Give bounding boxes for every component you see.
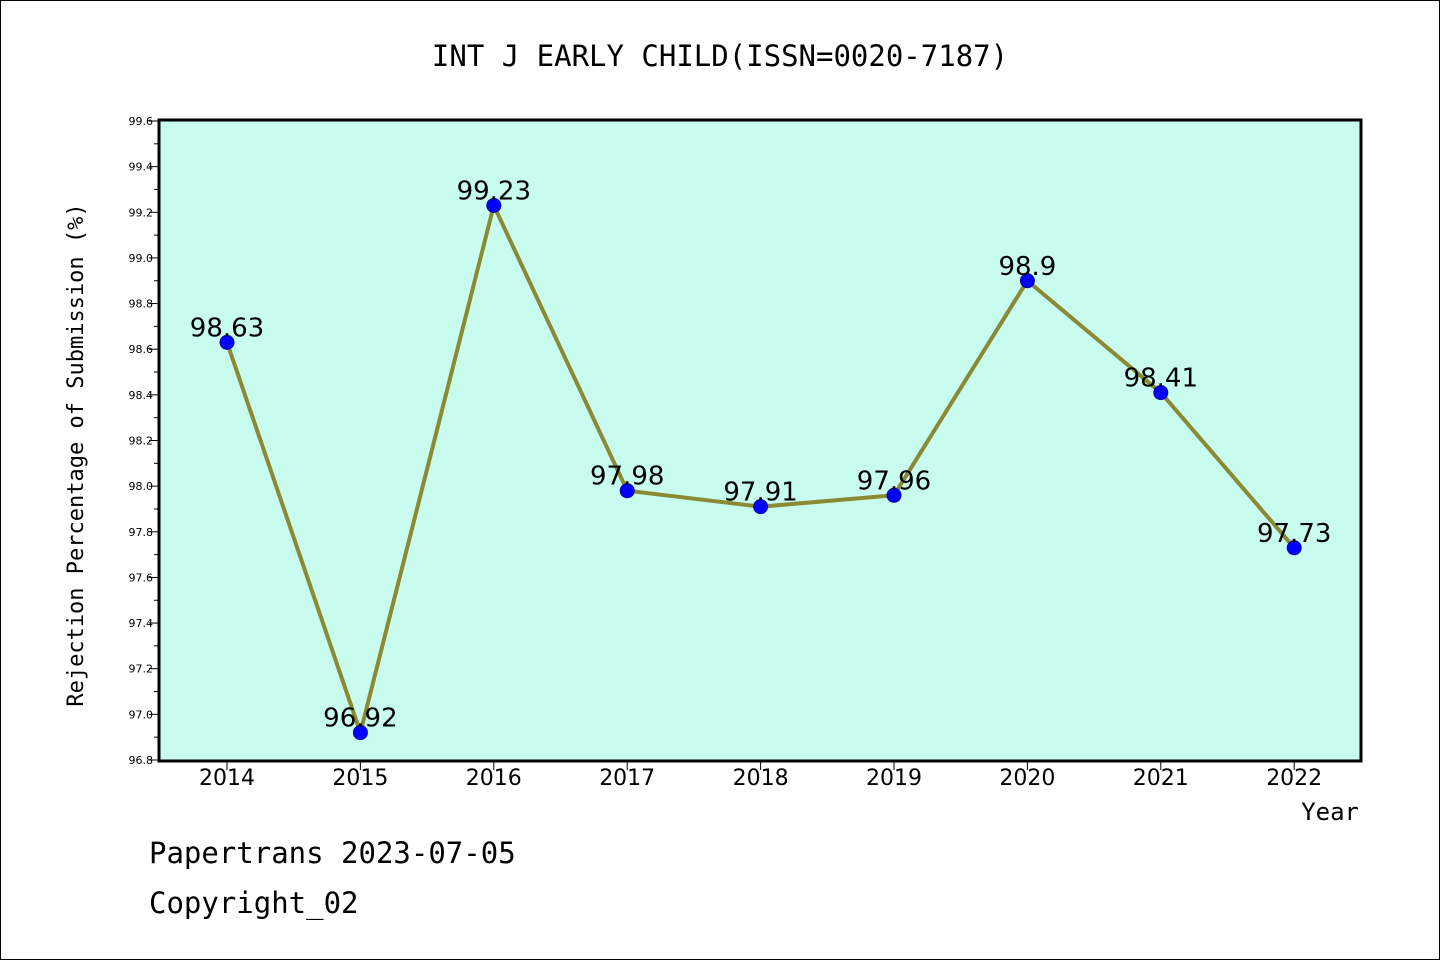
x-tick-label: 2017: [599, 766, 655, 791]
y-tick-label: 99.4: [129, 161, 154, 174]
x-tick-label: 2015: [332, 766, 388, 791]
data-point: [753, 499, 769, 515]
y-tick-label: 98.2: [129, 435, 154, 448]
y-tick-label: 97.8: [129, 526, 154, 539]
data-point: [219, 334, 235, 350]
series-line-group: [219, 197, 1302, 741]
x-tick-label: 2020: [999, 766, 1055, 791]
x-tick-label: 2021: [1133, 766, 1189, 791]
data-point: [352, 725, 368, 741]
data-label: 97.91: [723, 478, 797, 508]
y-tick-label: 98.8: [129, 298, 154, 311]
y-axis-label: Rejection Percentage of Submission (%): [64, 203, 89, 706]
x-tick-label: 2014: [199, 766, 255, 791]
footer-line-2: Copyright_02: [149, 886, 359, 921]
data-label: 98.41: [1124, 364, 1198, 394]
chart-title: INT J EARLY CHILD(ISSN=0020-7187): [432, 39, 1008, 73]
data-label: 97.98: [590, 462, 664, 492]
x-tick-label: 2019: [866, 766, 922, 791]
x-tick-label: 2018: [733, 766, 789, 791]
data-point: [1286, 540, 1302, 556]
x-tick-label: 2016: [466, 766, 522, 791]
y-tick-label: 99.0: [129, 252, 154, 265]
data-label: 99.23: [457, 176, 531, 206]
y-tick-label: 97.4: [129, 617, 154, 630]
x-tick-label: 2022: [1266, 766, 1322, 791]
data-point: [1153, 385, 1169, 401]
y-tick-label: 98.6: [129, 343, 154, 356]
x-axis-label: Year: [1301, 798, 1359, 826]
data-point: [1019, 273, 1035, 289]
y-tick-label: 97.6: [129, 571, 154, 584]
y-tick-label: 97.2: [129, 663, 154, 676]
data-point: [886, 487, 902, 503]
y-tick-label: 98.4: [129, 389, 154, 402]
data-label: 98.63: [190, 313, 264, 343]
data-label: 98.9: [998, 252, 1056, 282]
plot-area: [157, 118, 1363, 763]
y-axis: 96.8 97.0 97.2 97.4 97.6 97.8 98.0 98.2 98.4 98.6…: [129, 115, 160, 767]
y-tick-label: 99.6: [129, 115, 154, 128]
data-point: [619, 483, 635, 499]
data-label-group: 98.63 96.92 99.23 97.98 97.91 97.96 98.9 98.41 9…: [190, 176, 1332, 733]
y-tick-label: 98.0: [129, 480, 154, 493]
y-tick-label: 97.0: [129, 708, 154, 721]
data-label: 97.73: [1257, 519, 1331, 549]
x-axis: 2014 2015 2016 2017 2018 2019 2020 2021 2022: [199, 760, 1322, 791]
data-label: 96.92: [323, 704, 397, 734]
y-tick-label: 96.8: [129, 754, 154, 767]
data-label: 97.96: [857, 466, 931, 496]
footer-line-1: Papertrans 2023-07-05: [149, 836, 516, 870]
y-tick-label: 99.2: [129, 206, 154, 219]
data-point: [486, 197, 502, 213]
